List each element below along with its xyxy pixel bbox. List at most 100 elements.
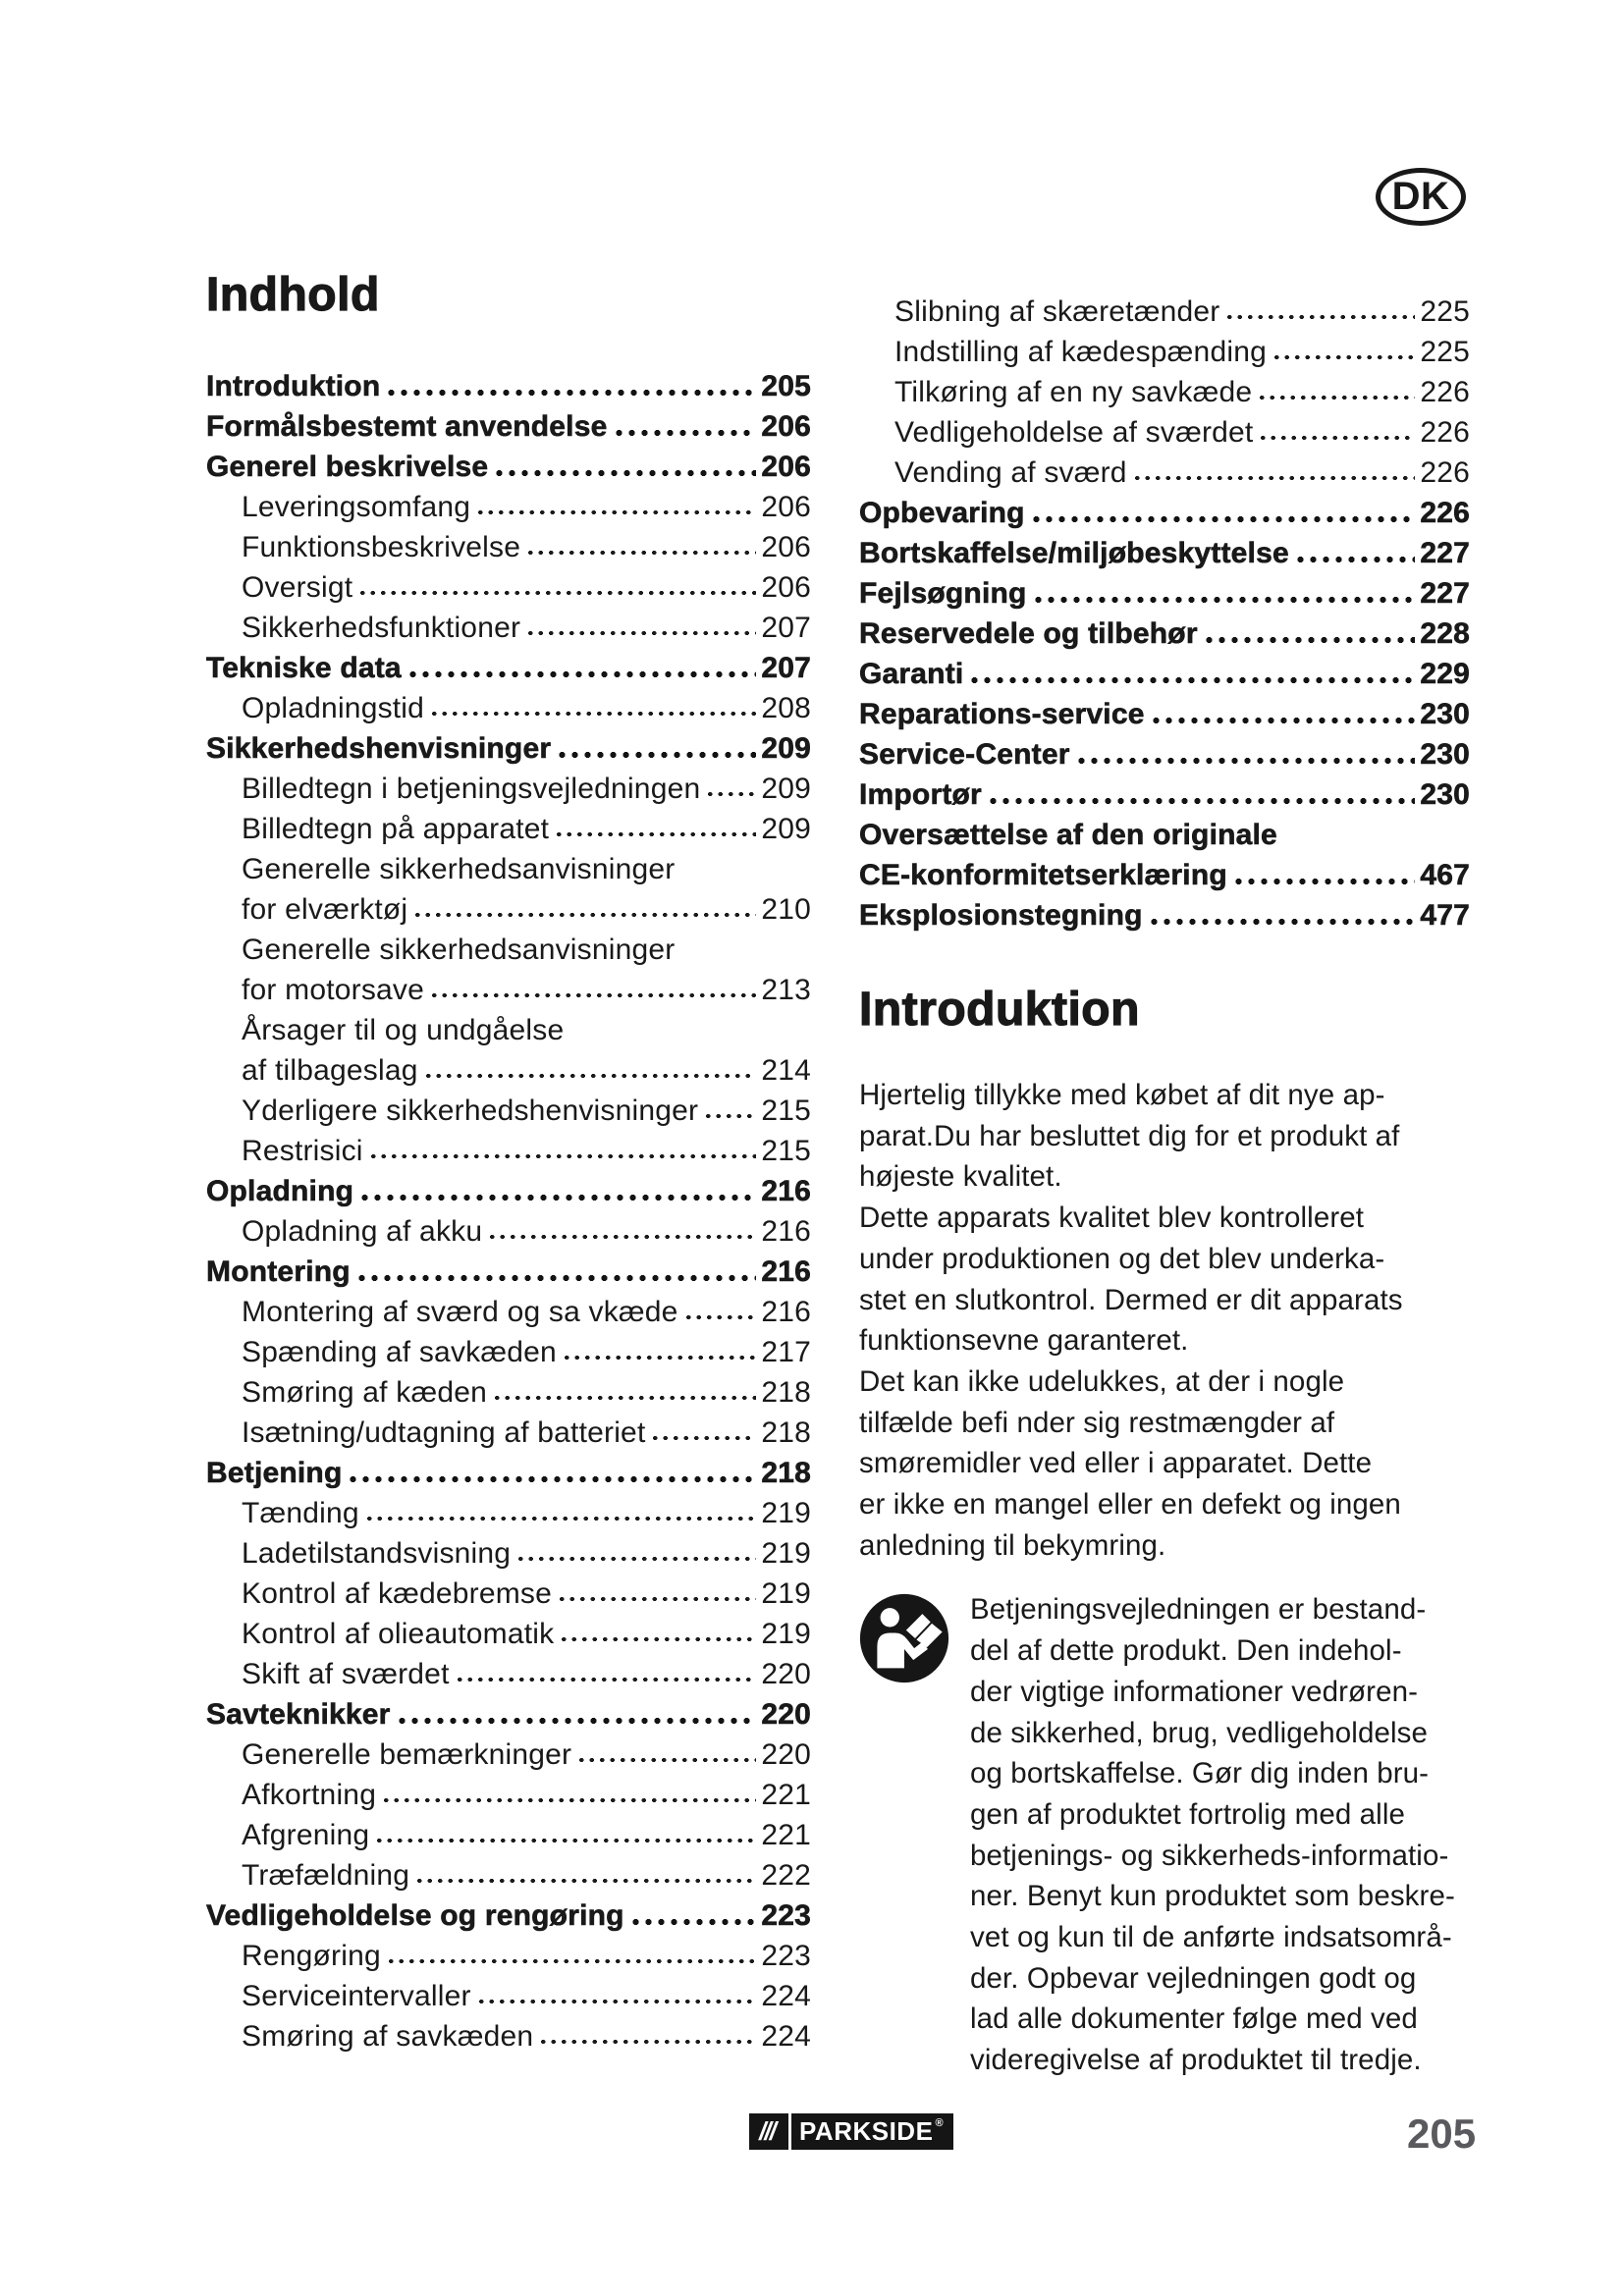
toc-entry-label: Spænding af savkæden bbox=[242, 1336, 557, 1368]
toc-entry: Årsager til og undgåelse bbox=[206, 1005, 811, 1045]
toc-entry: Tekniske data 207 bbox=[206, 643, 811, 683]
dotted-leader bbox=[429, 711, 757, 717]
toc-entry-label: Oversigt bbox=[242, 571, 353, 604]
dotted-leader bbox=[358, 1194, 757, 1201]
toc-entry: Introduktion 205 bbox=[206, 361, 811, 401]
toc-entry: Opbevaring 226 bbox=[859, 488, 1470, 528]
intro-paragraphs: Hjertelig tillykke med købet af dit nye … bbox=[859, 1075, 1470, 1566]
toc-entry-label: Funktionsbeskrivelse bbox=[242, 531, 521, 563]
toc-entry-page: 222 bbox=[761, 1859, 811, 1892]
toc-entry-page: 206 bbox=[761, 491, 811, 523]
toc-entry: Generel beskrivelse 206 bbox=[206, 442, 811, 482]
toc-entry-page: 217 bbox=[761, 1336, 811, 1368]
toc-entry-page: 218 bbox=[761, 1457, 811, 1489]
dotted-leader bbox=[487, 1234, 757, 1240]
toc-entry-page: 219 bbox=[761, 1577, 811, 1610]
dotted-leader bbox=[1149, 717, 1416, 724]
dotted-leader bbox=[556, 751, 757, 759]
toc-entry-label: Generel beskrivelse bbox=[206, 451, 489, 483]
country-badge: DK bbox=[1376, 168, 1466, 226]
dotted-leader bbox=[557, 1596, 757, 1602]
toc-entry-label: Reservedele og tilbehør bbox=[859, 617, 1198, 650]
toc-entry: Garanti 229 bbox=[859, 649, 1470, 689]
dotted-leader bbox=[491, 1395, 757, 1401]
toc-entry: Importør 230 bbox=[859, 770, 1470, 810]
dotted-leader bbox=[525, 550, 757, 556]
toc-entry-page: 207 bbox=[761, 652, 811, 684]
dotted-leader bbox=[475, 1999, 757, 2004]
toc-entry: Generelle sikkerhedsanvisninger bbox=[206, 844, 811, 884]
toc-entry: Indstilling af kædespænding 225 bbox=[859, 327, 1470, 367]
toc-entry-page: 219 bbox=[761, 1618, 811, 1650]
toc-entry-label: Fejlsøgning bbox=[859, 577, 1027, 610]
toc-entry-label: Restrisici bbox=[242, 1135, 363, 1167]
toc-entry: Træfældning 222 bbox=[206, 1850, 811, 1891]
toc-entry-label: Billedtegn på apparatet bbox=[242, 813, 550, 845]
toc-entry: Opladning 216 bbox=[206, 1166, 811, 1206]
toc-entry-label: for elværktøj bbox=[242, 893, 408, 926]
dotted-leader bbox=[612, 429, 757, 437]
dotted-leader bbox=[515, 1556, 757, 1562]
toc-entry-label: Introduktion bbox=[206, 370, 381, 402]
toc-entry: Opladning af akku 216 bbox=[206, 1206, 811, 1247]
toc-entry-label: Opladningstid bbox=[242, 692, 425, 724]
dotted-leader bbox=[1031, 596, 1416, 604]
toc-entry: Oversættelse af den originale bbox=[859, 810, 1470, 850]
toc-entry-label: Rengøring bbox=[242, 1940, 381, 1972]
toc-entry-page: 224 bbox=[761, 2020, 811, 2053]
toc-entry-label: for motorsave bbox=[242, 974, 424, 1006]
toc-entry: Service-Center 230 bbox=[859, 729, 1470, 770]
toc-entry-page: 225 bbox=[1420, 295, 1470, 328]
parkside-slashes-icon: /// bbox=[749, 2113, 788, 2150]
toc-entry-page: 226 bbox=[1420, 497, 1470, 529]
dotted-leader bbox=[1293, 556, 1416, 563]
toc-entry-page: 208 bbox=[761, 692, 811, 724]
toc-entry: Vending af sværd 226 bbox=[859, 448, 1470, 488]
toc-entry: Bortskaffelse/miljøbeskyttelse 227 bbox=[859, 528, 1470, 568]
dotted-leader bbox=[1074, 757, 1416, 765]
toc-entry-label: Oversættelse af den originale bbox=[859, 819, 1277, 851]
dotted-leader bbox=[628, 1918, 757, 1926]
manual-note: Betjeningsvejledningen er bestand- del a… bbox=[859, 1589, 1470, 2080]
toc-entry-page: 215 bbox=[761, 1135, 811, 1167]
toc-entry: Betjening 218 bbox=[206, 1448, 811, 1488]
toc-entry-label: Afgrening bbox=[242, 1819, 370, 1851]
toc-entry: Billedtegn på apparatet 209 bbox=[206, 804, 811, 844]
toc-entry-page: 210 bbox=[761, 893, 811, 926]
intro-paragraph: Dette apparats kvalitet blev kontrollere… bbox=[859, 1201, 1403, 1358]
toc-entry: Montering af sværd og sa vkæde 216 bbox=[206, 1287, 811, 1327]
dotted-leader bbox=[414, 1878, 757, 1884]
toc-entry: Smøring af kæden 218 bbox=[206, 1367, 811, 1408]
toc-entry-page: 227 bbox=[1420, 577, 1470, 610]
toc-entry-label: Opladning af akku bbox=[242, 1215, 483, 1248]
toc-entry: Skift af sværdet 220 bbox=[206, 1649, 811, 1689]
toc-entry-page: 226 bbox=[1420, 376, 1470, 408]
intro-title: Introduktion bbox=[858, 984, 1140, 1036]
toc-entry: Generelle bemærkninger 220 bbox=[206, 1730, 811, 1770]
dotted-leader bbox=[363, 1516, 757, 1522]
toc-entry: Tilkøring af en ny savkæde 226 bbox=[859, 367, 1470, 407]
toc-entry-label: Opbevaring bbox=[859, 497, 1025, 529]
toc-entry-page: 223 bbox=[761, 1940, 811, 1972]
toc-entry: Opladningstid 208 bbox=[206, 683, 811, 723]
toc-entry-page: 230 bbox=[1420, 698, 1470, 730]
toc-entry-page: 207 bbox=[761, 612, 811, 644]
toc-entry: Serviceintervaller 224 bbox=[206, 1971, 811, 2011]
toc-entry-page: 216 bbox=[761, 1255, 811, 1288]
toc-entry-label: Sikkerhedshenvisninger bbox=[206, 732, 552, 765]
toc-entry-label: Montering af sværd og sa vkæde bbox=[242, 1296, 678, 1328]
toc-entry: for elværktøj 210 bbox=[206, 884, 811, 925]
toc-entry-page: 209 bbox=[761, 732, 811, 765]
dotted-leader bbox=[429, 992, 757, 998]
toc-entry: Restrisici 215 bbox=[206, 1126, 811, 1166]
toc-entry-label: Billedtegn i betjeningsvejledningen bbox=[242, 773, 701, 805]
toc-entry-label: Isætning/udtagning af batteriet bbox=[242, 1416, 646, 1449]
dotted-leader bbox=[385, 1958, 757, 1964]
toc-entry-page: 219 bbox=[761, 1537, 811, 1570]
toc-entry: Afkortning 221 bbox=[206, 1770, 811, 1810]
toc-entry-page: 220 bbox=[761, 1738, 811, 1771]
toc-entry-label: Afkortning bbox=[242, 1779, 377, 1811]
toc-entry-label: Generelle bemærkninger bbox=[242, 1738, 572, 1771]
toc-entry: for motorsave 213 bbox=[206, 965, 811, 1005]
toc-entry-label: Service-Center bbox=[859, 738, 1070, 771]
